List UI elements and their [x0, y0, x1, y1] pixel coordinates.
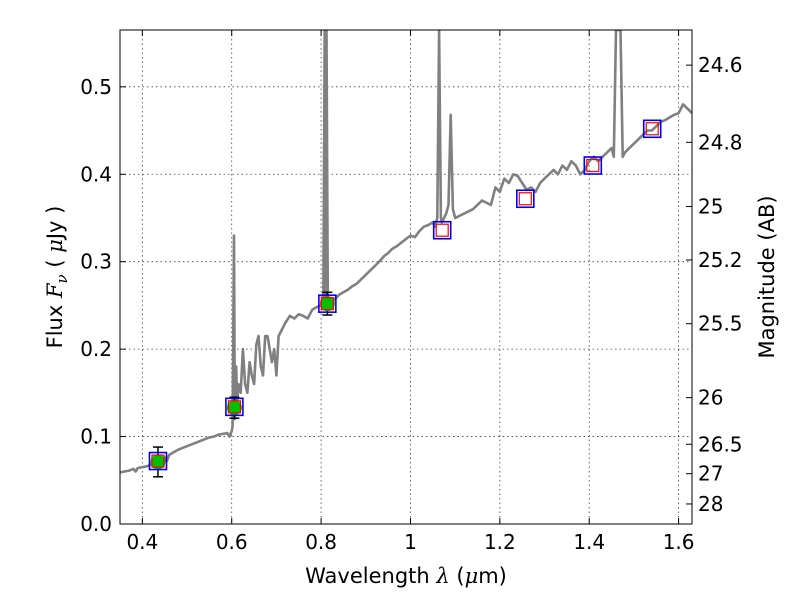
y2-axis-ticks: 24.6 24.8 25 25.2 25.5 26 26.5 27 28 — [686, 53, 743, 516]
y-tick-label: 0.4 — [80, 162, 112, 186]
y-axis-ticks: 0.0 0.1 0.2 0.3 0.4 0.5 — [80, 75, 126, 536]
synthetic-photometry-square — [225, 397, 244, 417]
spectrum-series — [120, 30, 692, 474]
y2-axis-title: Magnitude (AB) — [755, 195, 779, 358]
y-tick-label: 0.3 — [80, 250, 112, 274]
x-tick-label: 1.4 — [573, 530, 605, 554]
synthetic-photometry-square — [148, 451, 168, 471]
model-spectrum-line — [120, 30, 692, 474]
synthetic-photometry-inner-square — [320, 297, 334, 311]
observed-photometry-point — [150, 454, 166, 470]
y-tick-label: 0.2 — [80, 337, 112, 361]
x-tick-label: 0.4 — [126, 530, 158, 554]
synthetic-photometry-inner-square — [518, 192, 532, 206]
y2-tick-label: 24.8 — [698, 130, 743, 154]
y2-tick-label: 27 — [698, 462, 723, 486]
y-tick-label: 0.0 — [80, 512, 112, 536]
y2-tick-label: 26 — [698, 386, 723, 410]
observed-photometry-point — [226, 400, 242, 416]
x-tick-label: 0.8 — [305, 530, 337, 554]
x-tick-label: 1.6 — [663, 530, 695, 554]
y2-tick-label: 25 — [698, 195, 723, 219]
synthetic-photometry-square — [642, 119, 662, 139]
observed-points — [150, 296, 335, 470]
observed-photometry-point — [319, 296, 335, 312]
x-tick-label: 0.6 — [216, 530, 248, 554]
synthetic-photometry-square — [516, 189, 535, 209]
synthetic-photometry-inner-square — [586, 158, 600, 173]
synthetic-photometry-inner-square — [151, 454, 165, 468]
y2-tick-label: 26.5 — [698, 432, 743, 456]
y2-tick-label: 24.6 — [698, 53, 743, 77]
synthetic-photometry-square — [432, 220, 452, 240]
x-tick-label: 1.2 — [484, 530, 516, 554]
y-tick-label: 0.5 — [80, 75, 112, 99]
synthetic-photometry-square — [318, 294, 337, 313]
synthetic-photometry-square — [583, 156, 603, 175]
synthetic-photometry-inner-square — [435, 223, 449, 237]
x-axis-title: Wavelength λ (μm) — [305, 564, 507, 588]
y-tick-label: 0.1 — [80, 425, 112, 449]
synthetic-points — [148, 119, 662, 471]
x-axis-ticks: 0.4 0.6 0.8 1 1.2 1.4 1.6 — [126, 30, 695, 554]
plot-frame — [119, 29, 693, 525]
x-tick-label: 1 — [404, 530, 417, 554]
y2-tick-label: 25.5 — [698, 312, 743, 336]
y2-tick-label: 25.2 — [698, 248, 743, 272]
grid-lines — [120, 30, 692, 524]
synthetic-photometry-inner-square — [645, 122, 659, 136]
synthetic-photometry-inner-square — [227, 400, 241, 414]
y2-tick-label: 28 — [698, 492, 723, 516]
y-axis-title: Flux Fν ( μJy ) — [43, 206, 71, 349]
